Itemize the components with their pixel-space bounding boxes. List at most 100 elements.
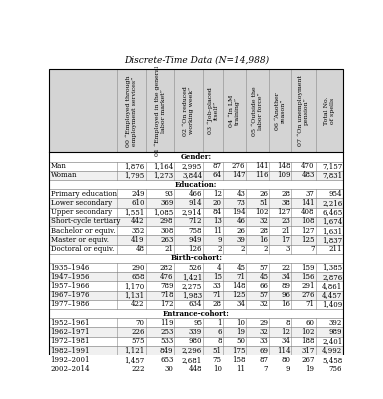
Text: 33: 33 [213, 282, 222, 290]
Text: 16: 16 [281, 300, 290, 308]
Text: 21: 21 [164, 245, 173, 253]
Text: 1,631: 1,631 [322, 227, 342, 235]
Text: 718: 718 [160, 291, 173, 299]
Text: Education:: Education: [175, 181, 218, 189]
Text: 46: 46 [236, 217, 246, 225]
Text: 1: 1 [217, 319, 222, 327]
Text: 159: 159 [301, 264, 314, 272]
Text: 125: 125 [301, 236, 314, 244]
Text: 50: 50 [236, 337, 246, 345]
Text: 392: 392 [329, 319, 342, 327]
Text: 102: 102 [301, 328, 314, 336]
Text: 45: 45 [259, 273, 268, 281]
Text: 1,674: 1,674 [322, 217, 342, 225]
Text: 194: 194 [232, 208, 246, 216]
Text: 989: 989 [329, 328, 342, 336]
Text: 422: 422 [131, 300, 145, 308]
Text: 634: 634 [189, 300, 202, 308]
Text: 38: 38 [282, 199, 290, 207]
Text: 9: 9 [286, 365, 290, 373]
Text: 533: 533 [160, 337, 173, 345]
Text: 226: 226 [131, 328, 145, 336]
Text: 89: 89 [281, 282, 290, 290]
Text: 03 “Job-placed
itself”: 03 “Job-placed itself” [207, 87, 218, 134]
Text: 2: 2 [217, 245, 222, 253]
Bar [49, 281, 343, 290]
Text: 339: 339 [189, 328, 202, 336]
Text: 712: 712 [189, 217, 202, 225]
Text: 2002–2014: 2002–2014 [51, 365, 90, 373]
Text: 34: 34 [282, 337, 290, 345]
Text: 84: 84 [213, 208, 222, 216]
Text: 34: 34 [237, 300, 246, 308]
Text: 2,296: 2,296 [182, 346, 202, 354]
Text: 73: 73 [237, 199, 246, 207]
Bar [49, 318, 343, 328]
Bar [49, 226, 343, 235]
Bar [49, 245, 343, 254]
Text: 109: 109 [277, 172, 290, 180]
Text: 57: 57 [259, 264, 268, 272]
Text: Gender:: Gender: [181, 153, 212, 161]
Text: 64: 64 [213, 172, 222, 180]
Text: 37: 37 [306, 190, 314, 198]
Text: 1,164: 1,164 [153, 162, 173, 170]
Text: 249: 249 [131, 190, 145, 198]
Text: 148: 148 [232, 282, 246, 290]
Text: 2,216: 2,216 [322, 199, 342, 207]
Text: 476: 476 [160, 273, 173, 281]
Text: 1947–1956: 1947–1956 [51, 273, 90, 281]
Text: 29: 29 [259, 319, 268, 327]
Text: 267: 267 [301, 356, 314, 364]
Bar [49, 346, 343, 355]
Text: 32: 32 [259, 300, 268, 308]
Text: 22: 22 [281, 264, 290, 272]
Text: 653: 653 [160, 356, 173, 364]
Text: 1,795: 1,795 [124, 172, 145, 180]
Text: 1982–1991: 1982–1991 [51, 346, 90, 354]
Text: 71: 71 [306, 300, 314, 308]
Text: 4,457: 4,457 [322, 291, 342, 299]
Text: 2: 2 [264, 245, 268, 253]
Text: Woman: Woman [51, 172, 77, 180]
Text: 4,992: 4,992 [322, 346, 342, 354]
Text: 308: 308 [160, 227, 173, 235]
Bar [49, 152, 343, 162]
Text: 51: 51 [259, 199, 268, 207]
Text: 483: 483 [301, 172, 314, 180]
Text: 6,465: 6,465 [322, 208, 342, 216]
Bar [49, 189, 343, 198]
Text: 26: 26 [259, 190, 268, 198]
Text: 28: 28 [213, 300, 222, 308]
Text: 2,995: 2,995 [182, 162, 202, 170]
Text: 00 “Employed through
employment services”: 00 “Employed through employment services… [126, 75, 137, 146]
Text: 1977–1986: 1977–1986 [51, 300, 90, 308]
Text: 954: 954 [329, 190, 342, 198]
Text: Bachelor or equiv.: Bachelor or equiv. [51, 227, 115, 235]
Text: 87: 87 [259, 356, 268, 364]
Text: Entrance-cohort:: Entrance-cohort: [163, 310, 230, 318]
Text: 06 “Another
reason”: 06 “Another reason” [275, 92, 286, 130]
Bar [49, 171, 343, 180]
Text: Primary education: Primary education [51, 190, 116, 198]
Text: 80: 80 [281, 356, 290, 364]
Bar [49, 180, 343, 189]
Text: 95: 95 [193, 319, 202, 327]
Text: 610: 610 [131, 199, 145, 207]
Text: 317: 317 [301, 346, 314, 354]
Text: 141: 141 [301, 199, 314, 207]
Bar [49, 198, 343, 207]
Text: 8: 8 [286, 319, 290, 327]
Text: 23: 23 [282, 217, 290, 225]
Text: 188: 188 [301, 337, 314, 345]
Text: 3,844: 3,844 [182, 172, 202, 180]
Text: 141: 141 [255, 162, 268, 170]
Text: 156: 156 [301, 273, 314, 281]
Text: 222: 222 [131, 365, 145, 373]
Text: 148: 148 [277, 162, 290, 170]
Text: 1,551: 1,551 [124, 208, 145, 216]
Text: 32: 32 [259, 217, 268, 225]
Text: 71: 71 [213, 291, 222, 299]
Text: 1957–1966: 1957–1966 [51, 282, 90, 290]
Text: 34: 34 [282, 273, 290, 281]
